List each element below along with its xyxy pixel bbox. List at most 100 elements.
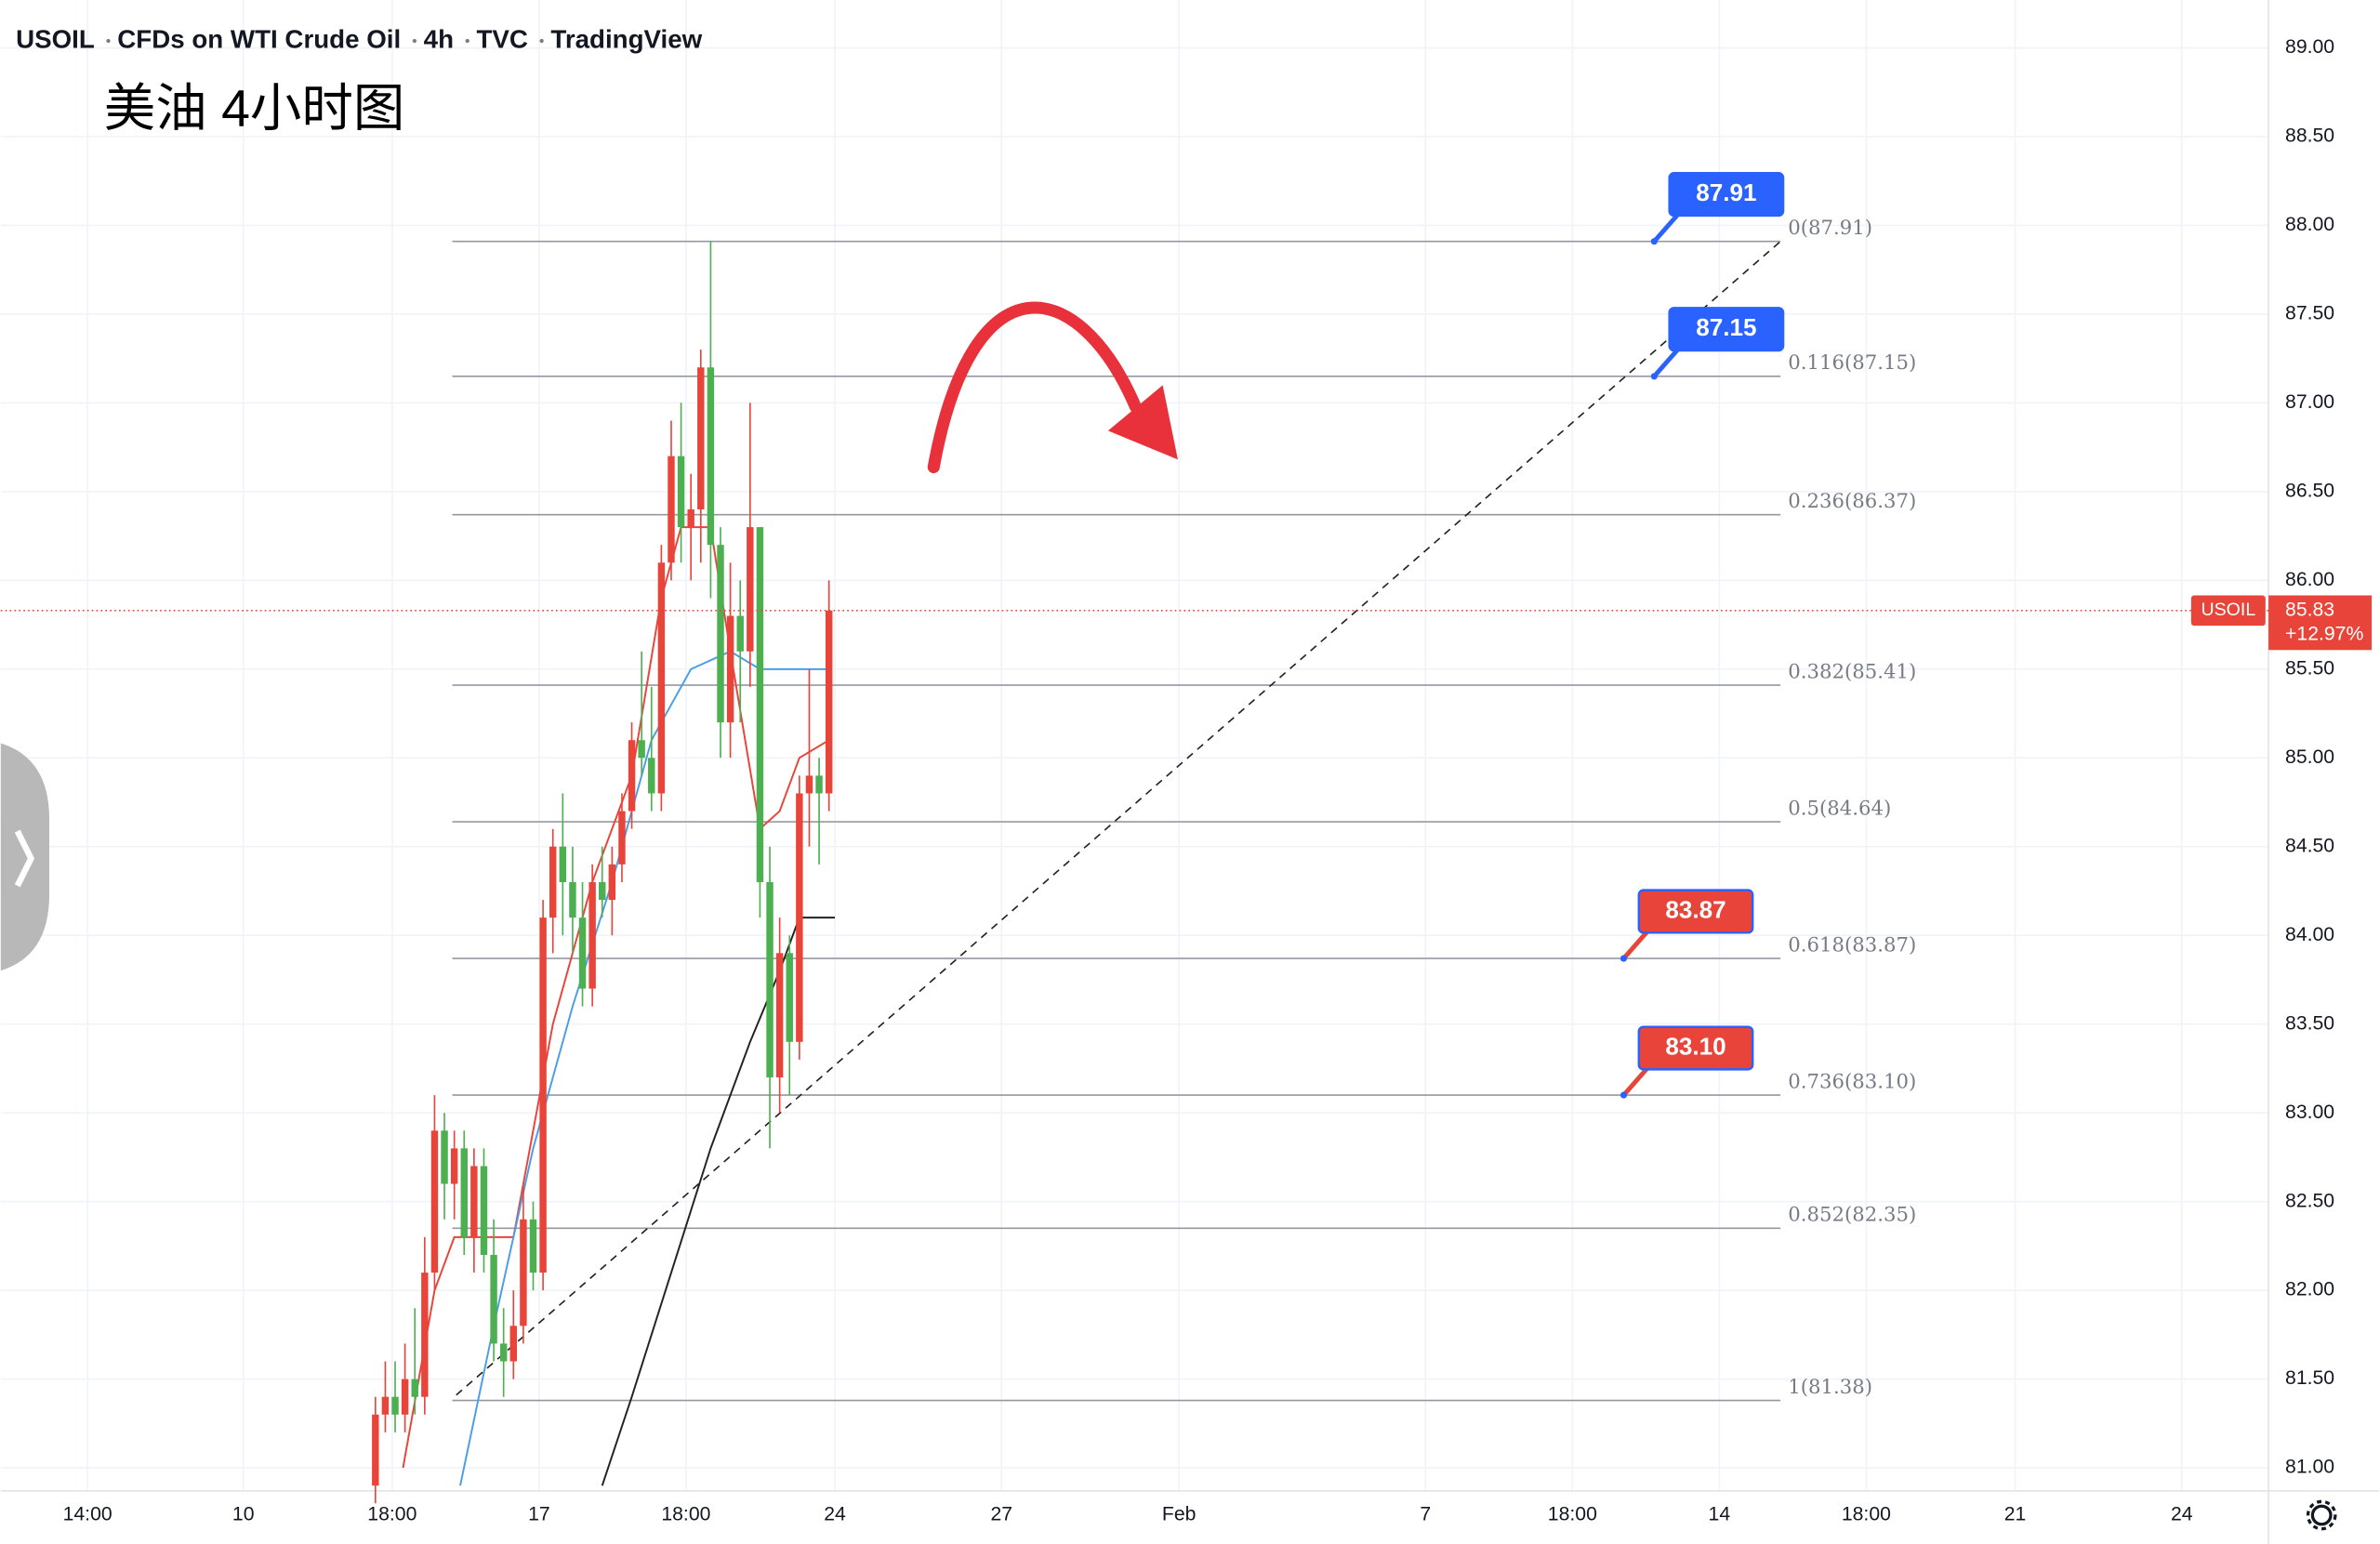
fib-label: 0.852(82.35) [1788, 1204, 1916, 1227]
candle-body [411, 1379, 418, 1397]
fib-label: 0.382(85.41) [1788, 660, 1916, 683]
x-tick-label: 14 [1709, 1504, 1731, 1525]
y-tick-label: 82.00 [2285, 1279, 2334, 1300]
header: USOIL CFDs on WTI Crude Oil 4h TVC TradingVi… [16, 24, 703, 53]
x-tick-label: 14:00 [63, 1504, 112, 1525]
y-tick-label: 88.50 [2285, 125, 2334, 147]
x-tick-label: 18:00 [367, 1504, 416, 1525]
callout-anchor [1620, 955, 1628, 962]
header-item: TVC [477, 24, 528, 53]
callout-box [1668, 172, 1785, 218]
candle-body [687, 508, 694, 528]
candle-body [599, 881, 606, 901]
candle-body [657, 562, 666, 794]
candle-body [559, 846, 567, 882]
x-tick-label: 24 [824, 1504, 846, 1525]
candle-body [460, 1148, 468, 1237]
chart-title: 美油 4小时图 [104, 79, 405, 137]
candle-body [756, 527, 764, 882]
y-tick-label: 86.50 [2285, 481, 2334, 502]
fib-label: 0.236(86.37) [1788, 490, 1916, 513]
candle-body [529, 1219, 537, 1273]
arrow [927, 301, 1142, 474]
candle-body [697, 367, 705, 509]
x-tick-label: 18:00 [1842, 1504, 1891, 1525]
y-tick-label: 83.50 [2285, 1012, 2334, 1034]
candle-body [796, 793, 803, 1042]
x-tick-label: 18:00 [661, 1504, 710, 1525]
candle-body [499, 1343, 508, 1362]
trendline [456, 241, 1781, 1396]
candle-body [775, 953, 784, 1078]
callout-box [1668, 307, 1785, 352]
candle-body [707, 367, 715, 546]
y-tick-label: 87.50 [2285, 303, 2334, 324]
header-item: USOIL [16, 24, 95, 53]
candle-body [726, 615, 734, 723]
candle-body [588, 881, 596, 989]
candle-body [381, 1396, 390, 1415]
candle-body [677, 455, 685, 528]
candle-body [638, 740, 645, 759]
callout-box [1637, 889, 1754, 934]
fib-label: 1(81.38) [1788, 1376, 1872, 1399]
candle-body [815, 775, 823, 794]
moving-average [459, 650, 829, 1486]
candle-body [549, 846, 557, 918]
candle-body [441, 1130, 448, 1184]
symbol-label: USOIL [2201, 600, 2255, 620]
callout-anchor [1620, 1091, 1628, 1099]
arrow-head [1107, 385, 1178, 460]
candle-body [628, 740, 636, 812]
candle-body [648, 758, 655, 794]
x-tick-label: 27 [990, 1504, 1012, 1525]
side-handle [0, 743, 50, 971]
candle-body [480, 1166, 488, 1255]
y-tick-label: 89.00 [2285, 36, 2334, 58]
candle-body [668, 455, 675, 563]
candle-body [401, 1379, 409, 1415]
fib-label: 0.5(84.64) [1788, 797, 1891, 820]
fib-label: 0.618(83.87) [1788, 934, 1916, 957]
y-tick-label: 86.00 [2285, 569, 2334, 590]
y-tick-label: 87.00 [2285, 391, 2334, 413]
plot: 0(87.91) 0.116(87.15) 0.236(86.37) 0.382(85… [0, 172, 2269, 1504]
candle-body [786, 953, 793, 1042]
change-label: +12.97% [2285, 624, 2363, 645]
y-tick-label: 82.50 [2285, 1190, 2334, 1211]
price-label: 85.83 [2285, 599, 2334, 620]
candle-body [578, 917, 587, 989]
callout-label: 83.10 [1665, 1032, 1726, 1060]
symbol-tag [2190, 595, 2266, 627]
candle-body [539, 917, 547, 1273]
x-tick-label: Feb [1162, 1504, 1197, 1525]
y-tick-label: 85.00 [2285, 746, 2334, 768]
header-item: 4h [424, 24, 454, 53]
candle-body [372, 1414, 379, 1486]
x-tick-label: 18:00 [1548, 1504, 1597, 1525]
candle-body [569, 881, 576, 918]
callout-anchor [1650, 373, 1658, 380]
candle-body [391, 1396, 399, 1415]
candle-body [430, 1130, 439, 1273]
callout-box [1637, 1025, 1754, 1071]
header-item: TradingView [550, 24, 702, 53]
y-tick-label: 88.00 [2285, 214, 2334, 235]
fib-label: 0.736(83.10) [1788, 1071, 1916, 1094]
callout-anchor [1650, 238, 1658, 245]
settings-icon[interactable] [2306, 1499, 2337, 1531]
x-tick-label: 10 [232, 1504, 255, 1525]
candle-body [618, 811, 626, 864]
candle-body [766, 881, 774, 1078]
x-tick-label: 21 [2004, 1504, 2027, 1525]
candle-body [470, 1166, 478, 1237]
callout-label: 87.15 [1696, 313, 1756, 341]
y-tick-label: 84.50 [2285, 835, 2334, 856]
candle-body [717, 545, 724, 723]
candle-body [805, 775, 813, 794]
y-tick-label: 83.00 [2285, 1102, 2334, 1123]
header-item: CFDs on WTI Crude Oil [117, 24, 401, 53]
